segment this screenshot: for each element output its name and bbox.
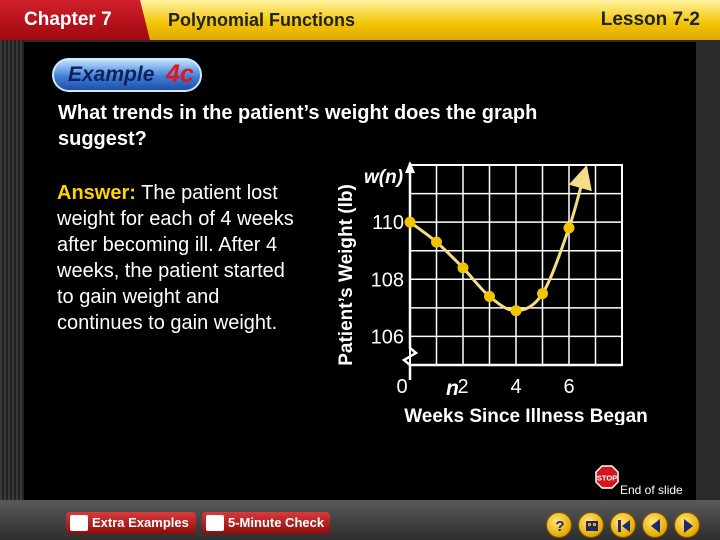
previous-slide-button[interactable] (642, 512, 668, 538)
previous-icon (651, 519, 660, 533)
x-tick-label: 0 (396, 376, 407, 398)
answer-text: The patient lost weight for each of 4 we… (57, 182, 294, 334)
answer-block: Answer: The patient lost weight for each… (57, 180, 297, 336)
header-bar: Chapter 7 Polynomial Functions Lesson 7-… (0, 0, 720, 40)
x-tick-label: 4 (510, 376, 521, 398)
chapter-label: Chapter 7 (0, 0, 150, 40)
stop-icon[interactable]: STOP (595, 465, 619, 489)
data-point (431, 236, 442, 248)
stop-label: STOP (597, 474, 617, 483)
y-axis-arrow (405, 161, 415, 173)
left-stripe (0, 40, 24, 500)
chart-axes (401, 161, 622, 380)
y-axis-variable: w(n) (364, 167, 403, 188)
weight-chart: 0 2 4 6 106 108 110 n w(n) Weeks Since Illness Be… (336, 161, 648, 425)
next-slide-button[interactable] (674, 512, 700, 538)
five-minute-check-button[interactable]: 5-Minute Check (202, 512, 330, 534)
chapter-title: Polynomial Functions (168, 10, 356, 30)
data-point (457, 262, 469, 274)
extra-examples-button[interactable]: Extra Examples (66, 512, 196, 534)
y-tick-label: 106 (371, 326, 404, 348)
five-minute-check-label: 5-Minute Check (228, 515, 325, 530)
y-tick-label: 108 (371, 269, 404, 291)
data-point (484, 290, 495, 302)
data-point (537, 288, 548, 300)
y-tick-label: 110 (372, 212, 404, 234)
chart-labels: 0 2 4 6 106 108 110 n w(n) Weeks Since Illness Be… (336, 167, 648, 425)
five-minute-check-icon (206, 515, 224, 531)
extra-examples-label: Extra Examples (92, 515, 189, 530)
help-button[interactable]: ? (546, 512, 572, 538)
x-axis-variable: n (446, 377, 459, 400)
example-badge: Example 4c (52, 58, 202, 92)
first-slide-button[interactable] (610, 512, 636, 538)
example-number: 4c (166, 60, 194, 88)
data-point (404, 216, 416, 228)
y-axis-title: Patient’s Weight (lb) (336, 184, 357, 366)
chart-series (404, 164, 592, 317)
example-label: Example (68, 63, 155, 86)
svg-text:?: ? (555, 518, 564, 535)
end-of-slide-label: End of slide (620, 483, 683, 497)
chart-grid (409, 164, 623, 366)
next-icon (684, 519, 693, 533)
first-icon (618, 520, 630, 532)
slide-area (24, 42, 696, 500)
menu-icon (586, 521, 598, 531)
data-point (563, 222, 575, 234)
lesson-label: Lesson 7-2 (600, 9, 700, 30)
x-tick-label: 2 (457, 376, 468, 398)
x-axis-title: Weeks Since Illness Began (404, 406, 648, 425)
help-icon: ? (555, 518, 564, 535)
data-point (510, 305, 522, 317)
extra-examples-icon (70, 515, 88, 531)
x-tick-label: 6 (563, 376, 574, 398)
answer-label: Answer: (57, 182, 136, 204)
y-axis (401, 163, 419, 380)
question-text: What trends in the patient’s weight does… (58, 102, 538, 150)
menu-button[interactable] (578, 512, 604, 538)
